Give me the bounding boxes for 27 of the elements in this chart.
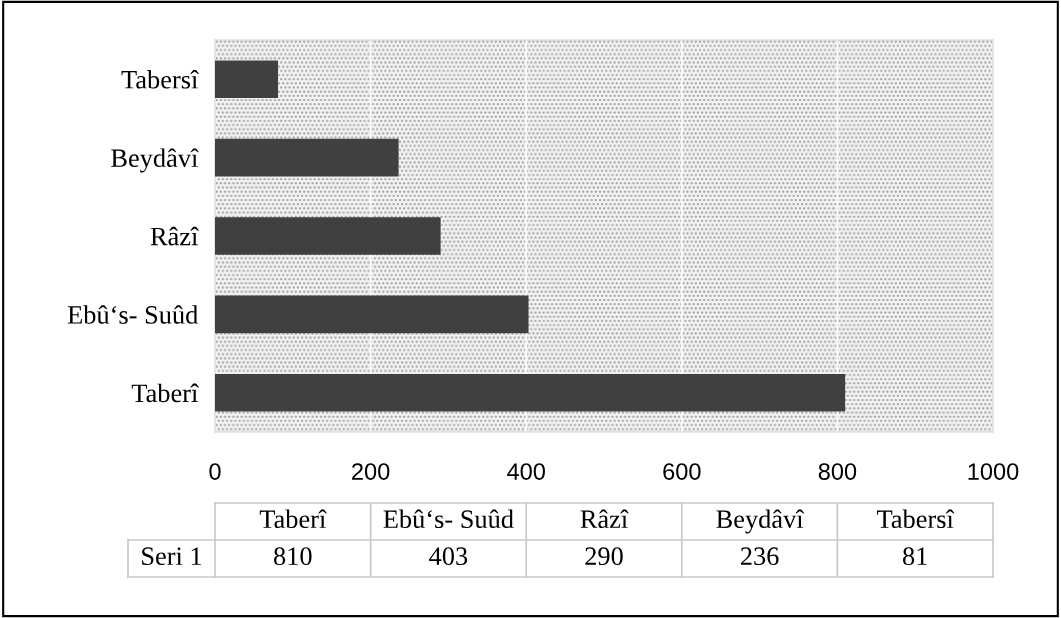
- y-tick-label: Tabersî: [121, 69, 199, 89]
- category-label: Taberî: [259, 509, 327, 529]
- category-label: Râzî: [580, 509, 629, 529]
- data-label: 810: [274, 547, 312, 566]
- data-label: 236: [740, 547, 779, 566]
- y-tick-label: Beydâvî: [111, 148, 199, 173]
- y-tick-label: Râzî: [150, 226, 199, 246]
- category-label: Tabersî: [877, 509, 955, 529]
- bar: [215, 60, 279, 99]
- text: Seri 1: [142, 547, 202, 566]
- y-tick-label: Taberî: [131, 383, 199, 403]
- x-tick-label: 600: [663, 463, 701, 480]
- x-tick-label: 800: [818, 463, 857, 480]
- category-label: Ebû‘s- Suûd: [383, 509, 514, 529]
- data-label: 290: [585, 547, 623, 566]
- bar: [215, 138, 399, 177]
- x-tick-label: 200: [352, 463, 390, 480]
- y-tick-label: Ebû‘s- Suûd: [67, 305, 199, 324]
- data-label: 81: [903, 547, 927, 566]
- bar: [215, 373, 846, 412]
- x-tick-label: 0: [209, 463, 221, 480]
- x-tick-label: 400: [507, 463, 545, 480]
- x-tick-label: 1000: [968, 463, 1019, 480]
- bar: [215, 295, 529, 334]
- category-label: Beydâvî: [716, 509, 805, 534]
- data-label: 403: [429, 547, 468, 566]
- bar: [215, 217, 441, 255]
